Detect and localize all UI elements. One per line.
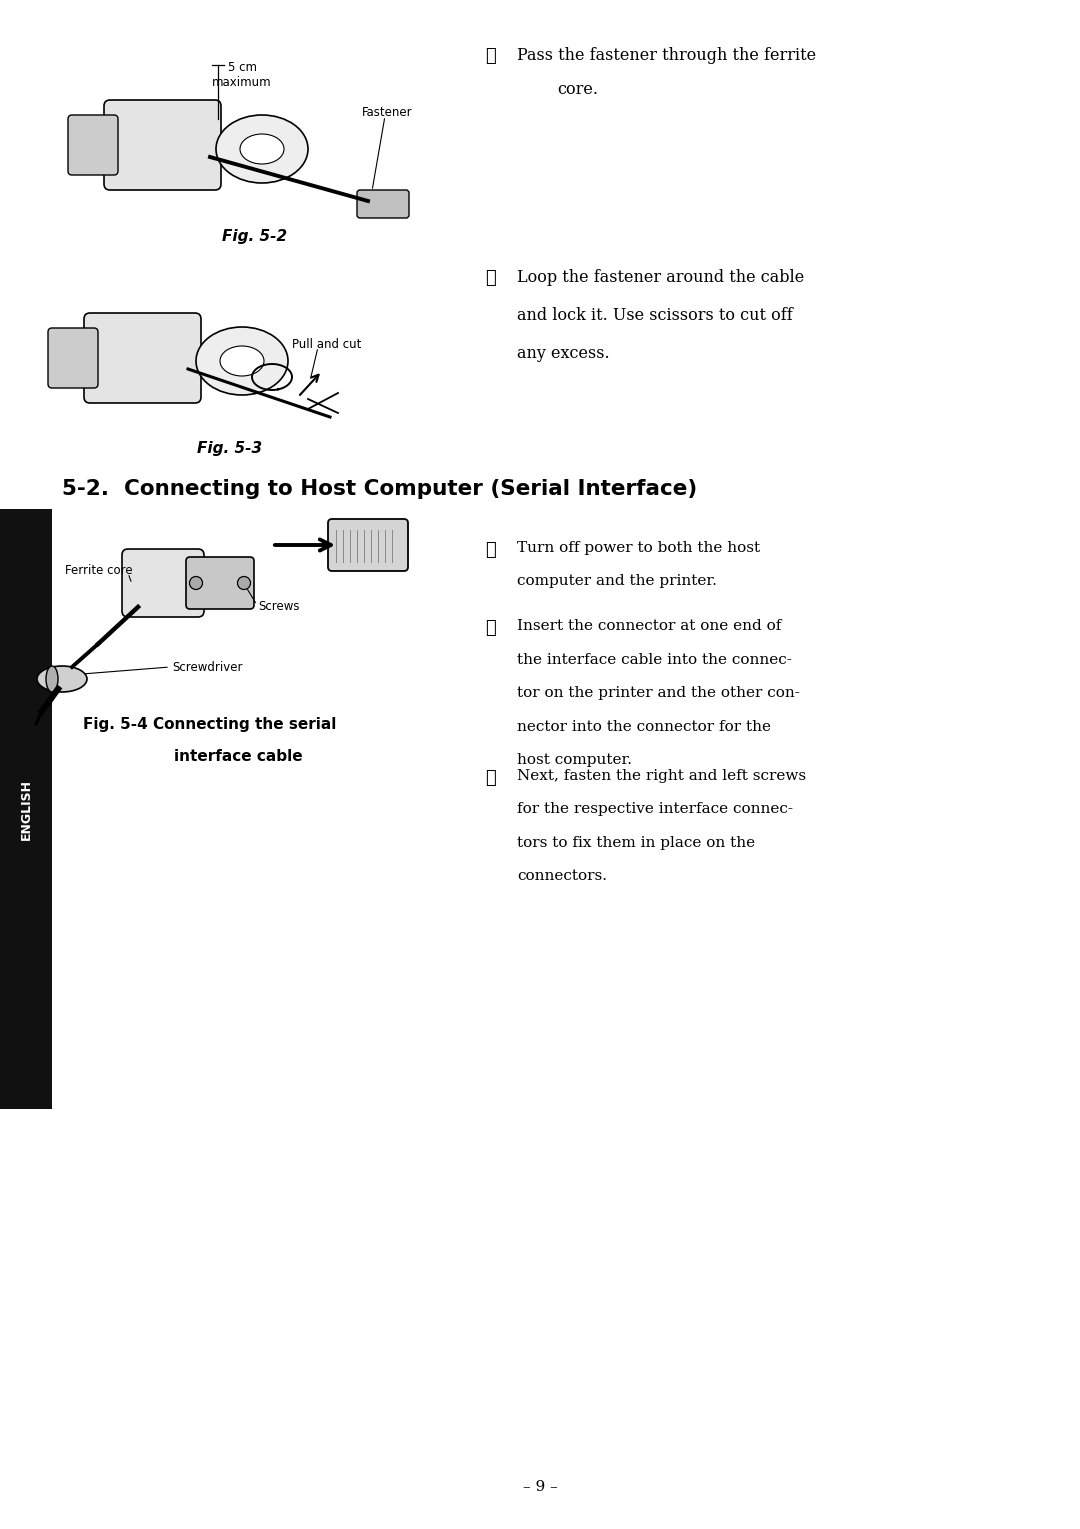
Text: Next, fasten the right and left screws: Next, fasten the right and left screws — [517, 769, 806, 783]
Text: Screwdriver: Screwdriver — [172, 661, 243, 673]
Text: core.: core. — [557, 81, 598, 98]
Text: Fig. 5-2: Fig. 5-2 — [222, 229, 287, 245]
Text: Ferrite core: Ferrite core — [65, 564, 133, 578]
Text: tors to fix them in place on the: tors to fix them in place on the — [517, 836, 755, 850]
Bar — [0, 509, 52, 1109]
Ellipse shape — [220, 346, 264, 376]
FancyBboxPatch shape — [68, 115, 118, 174]
Text: tor on the printer and the other con-: tor on the printer and the other con- — [517, 687, 800, 700]
Ellipse shape — [240, 135, 284, 164]
Text: nector into the connector for the: nector into the connector for the — [517, 720, 771, 734]
Text: interface cable: interface cable — [174, 749, 302, 764]
Text: ENGLISH: ENGLISH — [19, 778, 32, 839]
Text: Insert the connector at one end of: Insert the connector at one end of — [517, 619, 781, 633]
Text: Pass the fastener through the ferrite: Pass the fastener through the ferrite — [517, 47, 816, 64]
Text: ③: ③ — [485, 269, 496, 287]
Circle shape — [238, 576, 251, 590]
Ellipse shape — [216, 115, 308, 183]
FancyBboxPatch shape — [84, 313, 201, 404]
Text: 5-2.  Connecting to Host Computer (Serial Interface): 5-2. Connecting to Host Computer (Serial… — [62, 479, 698, 498]
FancyBboxPatch shape — [48, 329, 98, 388]
Ellipse shape — [46, 667, 58, 693]
FancyBboxPatch shape — [104, 99, 221, 190]
Text: Fig. 5-4 Connecting the serial: Fig. 5-4 Connecting the serial — [83, 717, 337, 732]
Text: and lock it. Use scissors to cut off: and lock it. Use scissors to cut off — [517, 307, 793, 324]
Ellipse shape — [195, 327, 288, 394]
Text: the interface cable into the connec-: the interface cable into the connec- — [517, 653, 792, 667]
Text: ②: ② — [485, 47, 496, 66]
Text: for the respective interface connec-: for the respective interface connec- — [517, 803, 793, 816]
Text: Fig. 5-3: Fig. 5-3 — [198, 440, 262, 456]
Text: any excess.: any excess. — [517, 346, 609, 362]
Text: Loop the fastener around the cable: Loop the fastener around the cable — [517, 269, 805, 286]
Text: ①: ① — [485, 541, 496, 560]
Text: Turn off power to both the host: Turn off power to both the host — [517, 541, 760, 555]
Circle shape — [189, 576, 203, 590]
Text: – 9 –: – 9 – — [523, 1480, 557, 1494]
Text: ③: ③ — [485, 769, 496, 787]
FancyBboxPatch shape — [328, 518, 408, 570]
Text: Fastener: Fastener — [362, 107, 413, 119]
FancyBboxPatch shape — [186, 557, 254, 609]
Text: Pull and cut: Pull and cut — [292, 338, 362, 350]
Text: host computer.: host computer. — [517, 752, 632, 768]
Text: Screws: Screws — [258, 601, 299, 613]
Text: connectors.: connectors. — [517, 870, 607, 884]
Text: 5 cm
maximum: 5 cm maximum — [212, 61, 272, 89]
Text: ②: ② — [485, 619, 496, 638]
FancyBboxPatch shape — [357, 190, 409, 219]
Ellipse shape — [37, 667, 87, 693]
FancyBboxPatch shape — [122, 549, 204, 618]
Text: computer and the printer.: computer and the printer. — [517, 575, 717, 589]
